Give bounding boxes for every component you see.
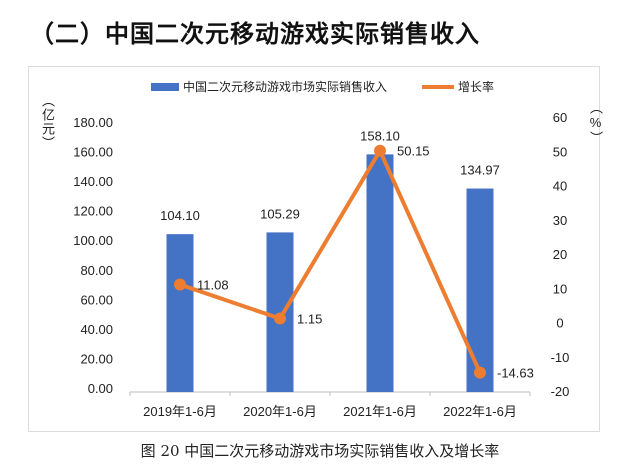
right-tick-label: 20 [553,247,567,262]
bar-data-label: 104.10 [160,208,200,223]
right-tick-label: 40 [553,179,567,194]
left-tick-label: 80.00 [80,263,113,278]
legend-bar-swatch [151,83,179,91]
growth-point [474,366,486,379]
left-tick-label: 100.00 [73,233,113,248]
legend-bar-label: 中国二次元移动游戏市场实际销售收入 [183,79,387,94]
left-tick-label: 180.00 [73,115,113,130]
x-tick-label: 2020年1-6月 [243,404,317,419]
figure-caption: 图 20 中国二次元移动游戏市场实际销售收入及增长率 [140,442,500,460]
bar-data-label: 158.10 [360,128,400,143]
right-tick-label: 60 [553,110,567,125]
bar [266,232,294,392]
page-heading: （二）中国二次元移动游戏实际销售收入 [30,20,480,48]
growth-point [174,278,186,291]
right-tick-label: 0 [556,316,563,331]
right-tick-label: 50 [553,144,567,159]
left-tick-label: 160.00 [73,145,113,160]
x-tick-label: 2022年1-6月 [443,404,517,419]
growth-line [179,146,482,374]
right-tick-label: -20 [551,384,570,399]
right-tick-label: -10 [551,350,570,365]
bar [466,188,494,392]
x-tick-label: 2019年1-6月 [143,404,217,419]
left-tick-label: 40.00 [80,322,113,337]
x-tick-label: 2021年1-6月 [343,404,417,419]
left-tick-label: 60.00 [80,292,113,307]
bar-data-label: 134.97 [460,163,500,178]
legend-line-label: 增长率 [458,79,494,94]
left-tick-label: 0.00 [88,381,113,396]
growth-data-label: 11.08 [197,278,229,293]
left-axis-title: （亿元） [40,94,55,150]
left-tick-label: 20.00 [80,351,113,366]
growth-point [274,312,286,325]
bar-data-label: 105.29 [260,206,300,221]
growth-point [374,144,386,157]
right-axis-title: （%） [588,101,603,145]
left-tick-label: 120.00 [73,204,113,219]
growth-data-label: 50.15 [397,144,430,159]
bar [166,234,194,392]
growth-data-label: -14.63 [497,366,534,381]
right-tick-label: 30 [553,213,567,228]
chart-frame [28,66,600,432]
right-tick-label: 10 [553,281,567,296]
left-tick-label: 140.00 [73,174,113,189]
growth-data-label: 1.15 [297,312,322,327]
bar [366,154,394,392]
